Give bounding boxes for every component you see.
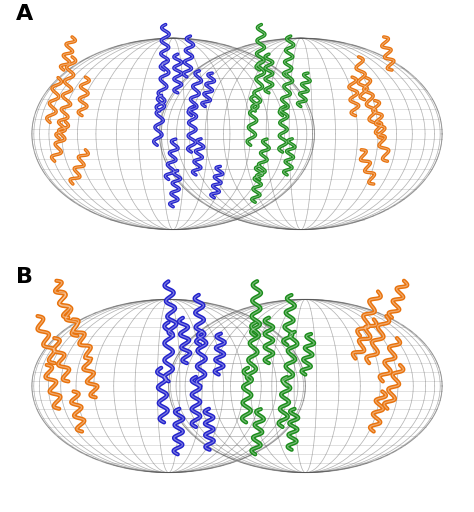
Text: B: B — [16, 267, 33, 287]
Text: A: A — [16, 4, 33, 24]
